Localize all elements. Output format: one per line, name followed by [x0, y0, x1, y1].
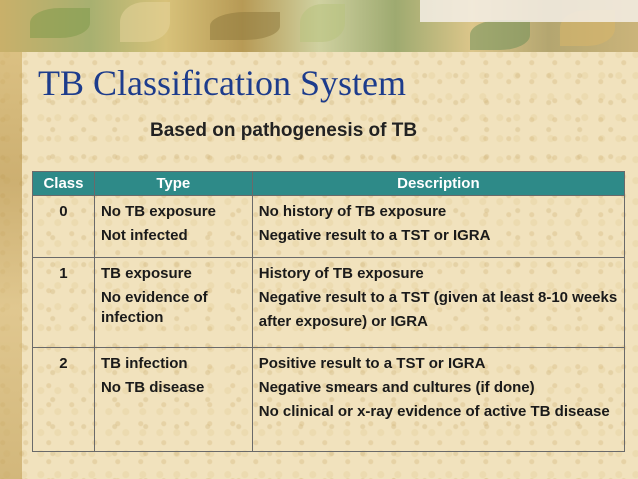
description-line: Positive result to a TST or IGRA — [258, 355, 486, 372]
type-line: No TB disease — [100, 379, 205, 396]
description-line: No clinical or x-ray evidence of active … — [258, 403, 610, 420]
header-class: Class — [32, 171, 95, 196]
table-row: 0 No TB exposure Not infected No history… — [32, 195, 626, 258]
description-line: History of TB exposure — [258, 265, 424, 282]
description-cell: Positive result to a TST or IGRA Negativ… — [251, 347, 626, 452]
table-row: 2 TB infection No TB disease Positive re… — [32, 347, 626, 452]
type-line: TB infection — [100, 355, 188, 372]
header-type: Type — [93, 171, 253, 196]
description-line: No history of TB exposure — [258, 203, 447, 220]
table-header-row: Class Type Description — [32, 171, 626, 196]
decorative-left-strip — [0, 52, 22, 479]
type-line: Not infected — [100, 227, 188, 244]
table-row: 1 TB exposure No evidence of infection H… — [32, 257, 626, 348]
page-title: TB Classification System — [38, 63, 406, 103]
type-cell: TB infection No TB disease — [93, 347, 253, 452]
type-cell: TB exposure No evidence of infection — [93, 257, 253, 348]
description-line: Negative result to a TST or IGRA — [258, 227, 491, 244]
classification-table: Class Type Description 0 No TB exposure … — [32, 171, 626, 452]
type-line: No evidence of infection — [100, 289, 208, 326]
type-line: TB exposure — [100, 265, 192, 282]
type-cell: No TB exposure Not infected — [93, 195, 253, 258]
class-cell: 1 — [32, 257, 95, 348]
description-cell: History of TB exposure Negative result t… — [251, 257, 626, 348]
description-cell: No history of TB exposure Negative resul… — [251, 195, 626, 258]
class-cell: 2 — [32, 347, 95, 452]
page-subtitle: Based on pathogenesis of TB — [150, 120, 418, 141]
description-line: Negative smears and cultures (if done) — [258, 379, 535, 396]
class-cell: 0 — [32, 195, 95, 258]
header-description: Description — [251, 171, 626, 196]
type-line: No TB exposure — [100, 203, 216, 220]
description-line: Negative result to a TST (given at least… — [258, 289, 618, 330]
decorative-banner — [0, 0, 638, 52]
